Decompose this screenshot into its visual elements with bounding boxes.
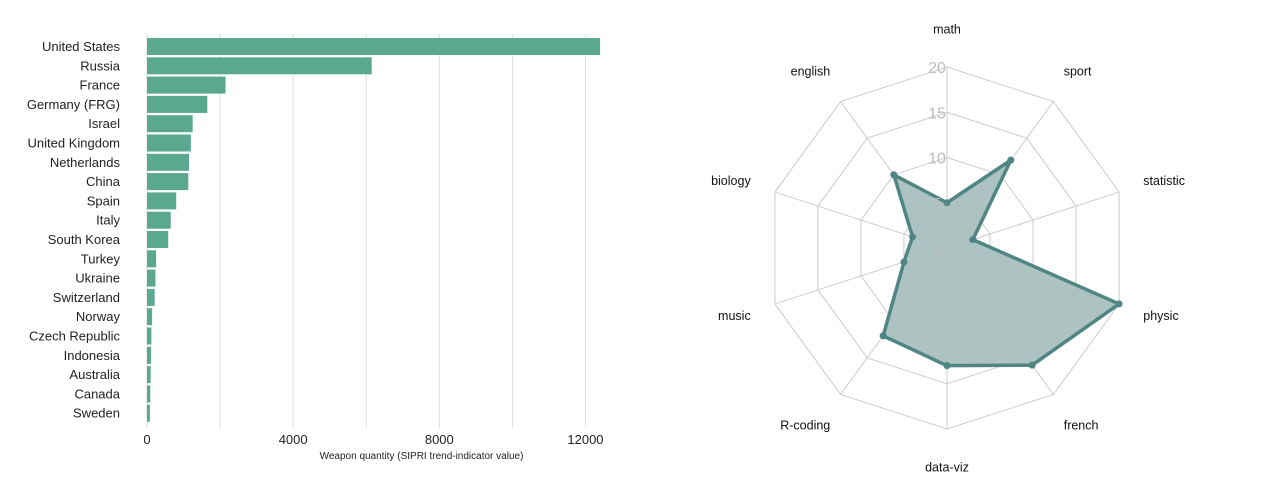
radar-point (909, 233, 917, 241)
radar-spoke (840, 247, 948, 395)
category-label: Spain (87, 193, 120, 208)
bar (147, 250, 157, 268)
bar (147, 327, 152, 345)
radar-spoke (946, 247, 1054, 395)
radar-axis-label: sport (1064, 64, 1092, 78)
bar (147, 269, 156, 287)
radar-spoke (774, 247, 948, 305)
bar (147, 38, 601, 55)
radar-spoke (946, 247, 1120, 305)
category-label: Netherlands (50, 155, 121, 170)
radar-tick-label: 15 (928, 105, 946, 122)
category-label: Norway (76, 309, 121, 324)
category-label: United States (42, 39, 121, 54)
bar (147, 76, 226, 94)
radar-point (1115, 300, 1123, 308)
radar-grid-ring (817, 111, 1077, 385)
bar (147, 404, 150, 422)
bar (147, 211, 171, 229)
radar-axis-label: french (1064, 419, 1099, 433)
category-label: China (86, 174, 121, 189)
bar (147, 346, 152, 364)
bar (147, 153, 190, 171)
category-label: United Kingdom (28, 136, 121, 151)
x-tick-label: 4000 (279, 432, 308, 447)
category-label: Israel (88, 116, 120, 131)
category-label: Indonesia (64, 348, 121, 363)
radar-point (1007, 156, 1015, 164)
radar-grid-ring (774, 66, 1120, 430)
radar-spoke (840, 101, 948, 249)
category-label: Sweden (73, 406, 120, 421)
radar-axis-label: statistic (1143, 174, 1185, 188)
bar-chart: United States Russia France Germany (FRG) Is… (27, 34, 604, 462)
radar-grid-ring (860, 156, 1034, 340)
bar (147, 231, 169, 248)
category-label: Canada (74, 386, 120, 401)
bar (147, 192, 177, 210)
radar-point (943, 199, 951, 207)
x-tick-label: 12000 (567, 432, 603, 447)
category-label: Italy (96, 213, 120, 228)
bar (147, 173, 189, 191)
radar-point (890, 171, 898, 179)
category-label: Germany (FRG) (27, 97, 120, 112)
radar-axis-label: math (933, 23, 961, 37)
radar-axis-label: biology (711, 174, 751, 188)
category-label: Czech Republic (29, 329, 121, 344)
radar-tick-label: 0 (933, 241, 942, 258)
category-label: South Korea (48, 232, 121, 247)
category-label: France (80, 78, 120, 93)
radar-series-area (881, 158, 1121, 368)
bar (147, 115, 193, 133)
category-label: Ukraine (75, 271, 120, 286)
radar-spoke (946, 191, 1120, 249)
x-tick-label: 0 (143, 432, 150, 447)
radar-tick-label: 20 (928, 60, 946, 77)
radar-spoke (774, 191, 948, 249)
category-label: Australia (69, 367, 120, 382)
radar-point (879, 332, 887, 340)
radar-tick-label: 10 (928, 151, 946, 168)
radar-point (969, 236, 977, 244)
radar-axis-label: music (718, 309, 751, 323)
bar (147, 288, 155, 306)
bar (147, 385, 151, 403)
bar (147, 308, 153, 326)
radar-axis-label: english (791, 64, 831, 78)
radar-axis-label: R-coding (780, 419, 830, 433)
bar (147, 57, 372, 75)
bar (147, 95, 208, 113)
bar (147, 366, 151, 384)
x-tick-label: 8000 (425, 432, 454, 447)
radar-tick-label: 5 (933, 196, 942, 213)
radar-grid-ring (903, 202, 991, 294)
category-label: Russia (80, 58, 121, 73)
bar (147, 134, 191, 152)
radar-point (900, 258, 908, 266)
x-axis-label: Weapon quantity (SIPRI trend-indicator v… (320, 451, 524, 462)
category-label: Turkey (81, 251, 121, 266)
radar-spoke (946, 101, 1054, 249)
radar-axis-label: physic (1143, 309, 1178, 323)
category-label: Switzerland (53, 290, 120, 305)
radar-axis-label: data-viz (925, 461, 969, 475)
radar-point (943, 362, 951, 370)
radar-point (1028, 361, 1036, 369)
